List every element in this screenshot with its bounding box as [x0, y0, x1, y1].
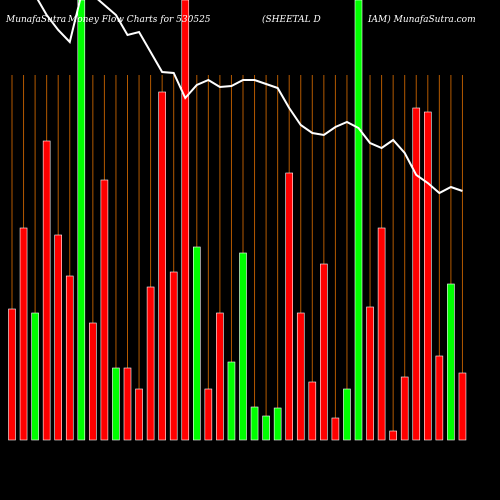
bar	[331, 417, 340, 441]
bar	[239, 252, 247, 441]
bar	[389, 430, 397, 441]
bar	[8, 308, 16, 441]
bar	[377, 227, 386, 441]
bar	[320, 263, 328, 441]
bar	[158, 91, 166, 441]
bar	[19, 227, 28, 441]
bar	[227, 361, 236, 441]
bar	[65, 275, 74, 441]
bar	[31, 312, 39, 441]
bar	[400, 376, 409, 441]
bar	[204, 388, 213, 441]
bar	[146, 286, 155, 441]
bar	[308, 381, 317, 441]
bar	[285, 172, 294, 441]
bar	[447, 283, 455, 441]
bar	[135, 388, 143, 441]
bar	[412, 107, 421, 441]
bar	[296, 312, 305, 441]
bar	[112, 367, 120, 441]
bar	[100, 179, 109, 441]
bar	[343, 388, 351, 441]
bar	[366, 306, 374, 441]
bar	[273, 407, 282, 441]
price-line-group	[36, 0, 463, 195]
bar	[123, 367, 132, 441]
title-part: IAM) MunafaSutra.com	[367, 14, 476, 25]
bar	[181, 0, 190, 441]
bar	[216, 312, 224, 441]
bar	[169, 271, 178, 441]
bar	[193, 246, 201, 441]
bar	[354, 0, 363, 441]
bars	[8, 0, 467, 441]
title-part: MunafaSutra	[5, 15, 66, 25]
bar	[458, 372, 467, 441]
bar	[250, 406, 259, 441]
bar	[77, 0, 86, 441]
price-line	[36, 0, 463, 195]
title-part: (SHEETAL D	[262, 14, 321, 25]
bar	[262, 415, 270, 441]
bar	[42, 140, 51, 441]
title-part: Money Flow Charts for 530525	[67, 15, 211, 25]
bar	[435, 355, 444, 441]
bar	[423, 111, 432, 441]
bar	[54, 234, 63, 441]
bar	[89, 322, 97, 441]
